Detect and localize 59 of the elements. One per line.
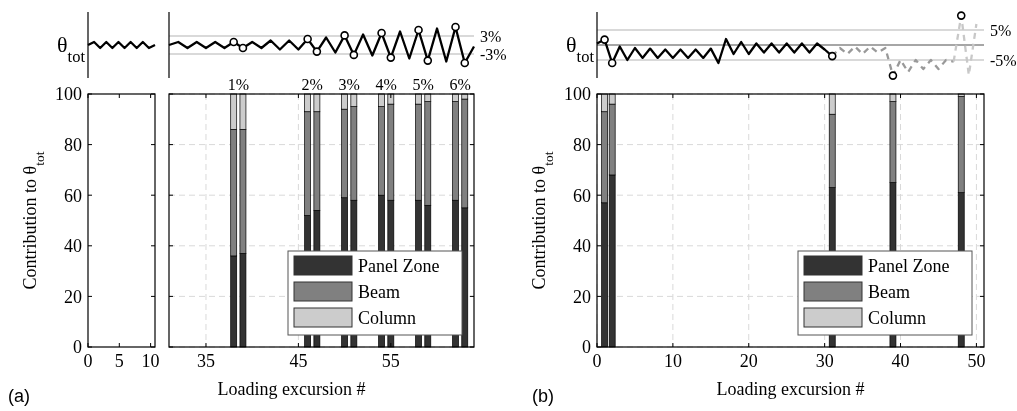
x-tick-label: 50 [967,351,986,371]
y-tick-label: 20 [573,286,591,307]
point [956,11,966,20]
x-axis-title: Loading excursion # [217,379,366,399]
y-tick-label: 40 [64,236,82,257]
y-tick-label: 80 [64,134,82,155]
legend-label: Beam [868,282,910,303]
x-tick-label: 20 [739,351,758,371]
y-tick-label: -5% [990,51,1017,69]
legend-label: Column [868,308,927,329]
annotation: 6% [449,76,471,93]
y-tick-label: 60 [573,185,591,206]
point [600,35,609,44]
legend-label: Column [358,308,417,329]
annotation: 5% [412,76,434,93]
x-tick-label: 30 [815,351,834,371]
y-tick-label: 0 [582,337,591,358]
point [607,58,617,68]
point [451,22,460,32]
point [888,71,898,80]
x-tick-label: 10 [663,351,682,371]
x-tick-label: 10 [141,351,160,371]
annotation: 1% [227,76,249,93]
annotation: 3% [338,76,360,93]
x-tick-label: 55 [381,351,400,371]
y-tick-label: 40 [573,236,591,257]
point [349,50,359,60]
y-tick-label: 100 [55,84,82,105]
point [827,51,837,61]
y-tick-label: 100 [564,84,591,105]
point [229,37,238,47]
legend-label: Beam [358,282,400,303]
point [303,34,312,44]
text: (b) [532,386,554,406]
legend-label: Panel Zone [868,256,950,277]
point [312,47,322,56]
point [377,28,386,38]
text: (a) [8,386,30,406]
x-axis-title: Loading excursion # [716,379,865,399]
point [414,25,423,35]
x-tick-label: 45 [289,351,308,371]
annotation: 4% [375,76,397,93]
point [386,53,396,62]
point [460,58,470,68]
y-axis-title: θ$_{tot}$ [566,31,595,66]
y-tick-label: 0 [73,337,82,358]
y-tick-label: -3% [480,45,507,63]
x-tick-label: 5 [114,351,124,371]
y-tick-label: 60 [64,185,82,206]
x-tick-label: 40 [891,351,910,371]
y-tick-label: 80 [573,134,591,155]
x-tick-label: 35 [196,351,215,371]
y-tick-label: 20 [64,286,82,307]
point [340,31,349,40]
legend-label: Panel Zone [358,256,440,277]
point [423,56,433,65]
y-axis-title: θ$_{tot}$ [57,31,86,66]
annotation: 2% [301,76,323,93]
point [238,43,248,53]
